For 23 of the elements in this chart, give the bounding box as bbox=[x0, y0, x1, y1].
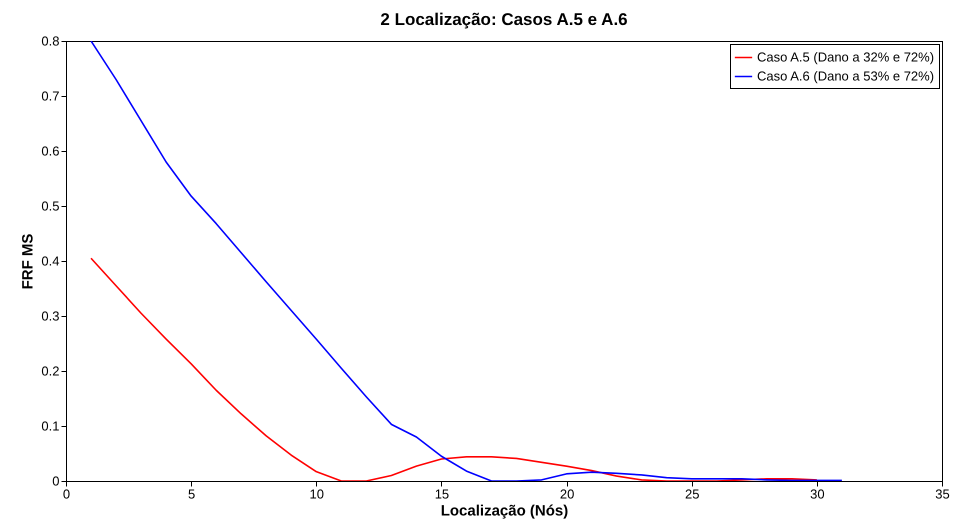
x-tick-label: 0 bbox=[62, 486, 70, 502]
chart-title: 2 Localização: Casos A.5 e A.6 bbox=[380, 10, 628, 29]
legend-label: Caso A.5 (Dano a 32% e 72%) bbox=[757, 50, 934, 64]
y-tick-label: 0.6 bbox=[41, 144, 60, 158]
x-tick-label: 25 bbox=[684, 486, 700, 502]
y-axis-title: FRF MS bbox=[19, 234, 36, 290]
y-tick-label: 0.5 bbox=[41, 198, 60, 214]
y-tick-label: 0.3 bbox=[41, 308, 60, 324]
y-tick-label: 0.7 bbox=[41, 88, 60, 104]
y-tick-label: 0.4 bbox=[41, 254, 60, 268]
y-tick-label: 0.2 bbox=[41, 364, 60, 378]
y-tick-label: 0.1 bbox=[41, 418, 60, 434]
x-axis-title: Localização (Nós) bbox=[440, 502, 568, 520]
x-tick-label: 30 bbox=[810, 486, 825, 502]
x-tick-label: 10 bbox=[310, 486, 324, 502]
line-series bbox=[90, 257, 818, 481]
y-tick-label: 0.8 bbox=[41, 34, 60, 48]
x-tick-label: 5 bbox=[188, 486, 196, 502]
legend-label: Caso A.6 (Dano a 53% e 72%) bbox=[757, 68, 934, 84]
y-tick-label: 0 bbox=[52, 474, 60, 488]
x-tick-label: 15 bbox=[434, 486, 450, 502]
x-tick-label: 35 bbox=[935, 486, 950, 502]
x-tick-label: 20 bbox=[560, 486, 574, 502]
